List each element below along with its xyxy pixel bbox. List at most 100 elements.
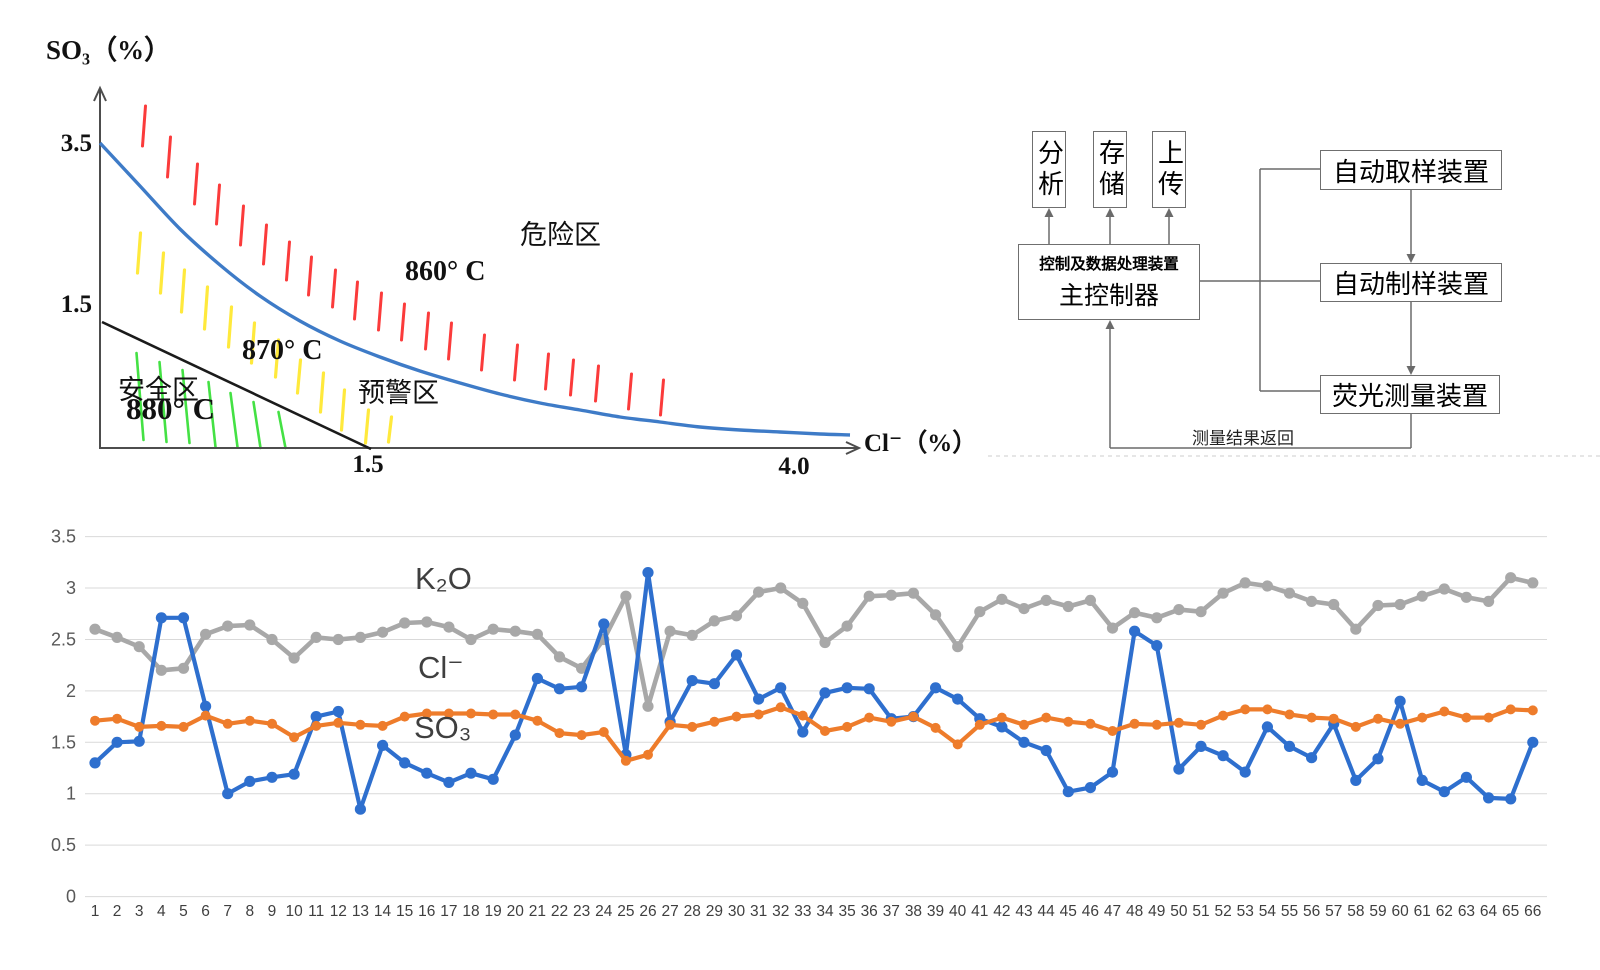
data-point [1372, 753, 1384, 765]
data-point [1217, 750, 1229, 762]
x-tick-label: 39 [927, 903, 944, 920]
data-point [1505, 704, 1516, 715]
data-point [133, 735, 145, 747]
x-tick-label: 48 [1126, 903, 1143, 920]
data-point [554, 728, 565, 739]
data-point [311, 720, 322, 731]
data-point [111, 631, 123, 644]
data-point [89, 757, 101, 769]
data-point [731, 711, 742, 722]
data-point [797, 597, 809, 610]
data-point [266, 633, 278, 646]
data-point [930, 609, 942, 621]
main-controller-box: 控制及数据处理装置 主控制器 [1018, 244, 1200, 320]
data-point [864, 712, 875, 723]
safe-boundary-line [101, 320, 372, 451]
data-point [1328, 713, 1339, 724]
data-point [421, 616, 433, 628]
data-point [443, 621, 455, 633]
data-point [1394, 598, 1406, 611]
data-point [244, 715, 255, 726]
data-point [443, 708, 454, 719]
data-point [1416, 590, 1428, 602]
data-point [708, 615, 721, 627]
data-point [509, 729, 521, 741]
data-point [952, 641, 964, 653]
y-tick-label: 3.5 [51, 527, 76, 547]
data-point [908, 711, 919, 722]
data-point [1350, 721, 1361, 732]
data-point [1151, 612, 1163, 624]
data-point [952, 693, 964, 705]
data-point [354, 631, 366, 644]
data-point [1062, 786, 1074, 798]
data-point [465, 767, 477, 779]
gridlines [85, 536, 1547, 898]
data-point [134, 721, 145, 732]
data-point [222, 620, 234, 632]
data-point [510, 709, 521, 720]
data-point [156, 720, 167, 731]
x-tick-label: 38 [905, 903, 922, 920]
controller-title: 主控制器 [1058, 283, 1159, 310]
data-point [1394, 695, 1406, 707]
data-point [1261, 721, 1273, 733]
x-tick-label: 54 [1259, 903, 1277, 920]
data-point [1173, 604, 1185, 616]
data-point [112, 713, 123, 724]
data-point [1283, 740, 1296, 753]
data-point [885, 589, 897, 601]
data-point [842, 721, 853, 732]
series-label-k2o: K₂O [415, 561, 472, 596]
data-point [886, 716, 897, 727]
zone-ticks [141, 104, 665, 417]
x-tick-label: 46 [1082, 903, 1099, 920]
data-point [1040, 594, 1052, 607]
data-point [1084, 782, 1096, 794]
data-point [996, 721, 1008, 733]
data-point [200, 710, 211, 721]
x-tick-label: 57 [1325, 903, 1342, 920]
y-tick-label: 3 [66, 578, 76, 598]
data-point [1350, 623, 1362, 635]
x-tick-label: 51 [1192, 903, 1209, 920]
data-point [1129, 625, 1141, 637]
x-tick-label: 36 [861, 903, 878, 920]
x-tick-label: 1 [91, 903, 100, 920]
data-point [155, 612, 167, 624]
data-point [1261, 580, 1273, 592]
x-tick-label: 25 [617, 903, 634, 920]
data-point [421, 767, 433, 779]
data-point [863, 683, 875, 695]
x-tick-label: 9 [268, 903, 277, 920]
data-point [553, 651, 566, 663]
data-point [974, 719, 985, 730]
data-point [665, 719, 676, 730]
data-point [1350, 774, 1362, 787]
data-point [222, 788, 234, 800]
data-point [775, 682, 787, 694]
data-point [930, 682, 942, 694]
x-tick-label: 63 [1458, 903, 1475, 920]
data-point [1372, 599, 1384, 612]
series-so3 [90, 702, 1538, 766]
fluorescence-box: 荧光测量装置 [1320, 375, 1500, 414]
x-tick-label: 21 [529, 903, 546, 920]
data-point [664, 625, 676, 637]
data-point [377, 720, 388, 731]
upload-box: 上传 [1152, 131, 1186, 208]
x-tick-label: 24 [595, 903, 613, 920]
data-point [244, 619, 256, 631]
data-point [1438, 786, 1450, 798]
x-tick-label: 19 [485, 903, 502, 920]
x-tick-label: 60 [1391, 903, 1409, 920]
data-point [708, 678, 721, 690]
x-tick-label: 23 [573, 903, 590, 920]
x-tick-label: 43 [1015, 903, 1032, 920]
zone-y-tick-3-5: 3.5 [60, 130, 92, 157]
x-tick-label: 11 [308, 903, 324, 920]
x-tick-label: 50 [1170, 903, 1188, 920]
x-tick-label: 53 [1237, 903, 1254, 920]
data-point [289, 732, 300, 743]
x-tick-label: 61 [1414, 903, 1431, 920]
